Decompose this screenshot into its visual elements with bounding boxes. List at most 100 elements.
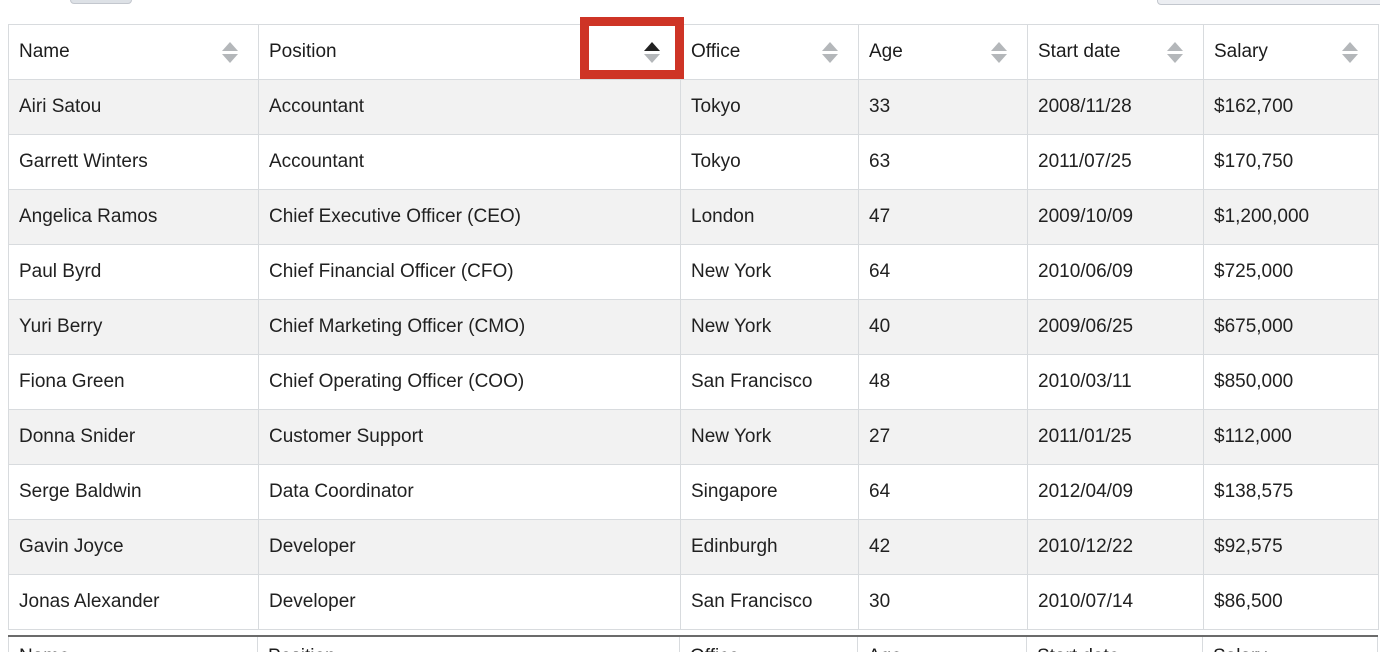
cell-start-date: 2009/06/25 [1027,299,1204,355]
column-header-age[interactable]: Age [858,24,1028,80]
cell-name: Paul Byrd [8,244,259,300]
cell-start-date: 2011/01/25 [1027,409,1204,465]
cell-position: Chief Operating Officer (COO) [258,354,681,410]
cell-name: Garrett Winters [8,134,259,190]
cell-office: Singapore [680,464,859,520]
table-row: Jonas Alexander Developer San Francisco … [8,574,1379,630]
cell-age: 48 [858,354,1028,410]
header-row: Name Position Office [8,24,1379,80]
column-header-position[interactable]: Position [258,24,681,80]
cell-position: Chief Executive Officer (CEO) [258,189,681,245]
sort-asc-icon [644,41,660,63]
highlight-annotation [580,17,684,79]
table-row: Yuri Berry Chief Marketing Officer (CMO)… [8,299,1379,355]
cell-salary: $92,575 [1203,519,1379,575]
cell-salary: $170,750 [1203,134,1379,190]
cell-salary: $850,000 [1203,354,1379,410]
table-row: Donna Snider Customer Support New York 2… [8,409,1379,465]
cell-office: San Francisco [680,574,859,630]
table-row: Serge Baldwin Data Coordinator Singapore… [8,464,1379,520]
cell-start-date: 2010/06/09 [1027,244,1204,300]
cell-position: Developer [258,574,681,630]
table-row: Garrett Winters Accountant Tokyo 63 2011… [8,134,1379,190]
cell-start-date: 2010/12/22 [1027,519,1204,575]
footer-label-office: Office [680,637,858,652]
table-row: Airi Satou Accountant Tokyo 33 2008/11/2… [8,79,1379,135]
cell-salary: $162,700 [1203,79,1379,135]
table-footer: Name Position Office Age Start date Sala… [8,635,1378,652]
cell-salary: $675,000 [1203,299,1379,355]
footer-label-age: Age [858,637,1027,652]
cell-position: Customer Support [258,409,681,465]
cell-age: 64 [858,464,1028,520]
sort-both-icon [222,41,238,63]
cell-salary: $1,200,000 [1203,189,1379,245]
table-row: Fiona Green Chief Operating Officer (COO… [8,354,1379,410]
cell-age: 40 [858,299,1028,355]
cell-start-date: 2008/11/28 [1027,79,1204,135]
cell-salary: $86,500 [1203,574,1379,630]
column-header-start-date[interactable]: Start date [1027,24,1204,80]
cell-start-date: 2010/03/11 [1027,354,1204,410]
cell-position: Accountant [258,79,681,135]
column-label: Salary [1214,41,1268,62]
cell-age: 64 [858,244,1028,300]
cell-age: 63 [858,134,1028,190]
cell-name: Jonas Alexander [8,574,259,630]
cell-position: Chief Financial Officer (CFO) [258,244,681,300]
footer-label-name: Name [8,637,258,652]
column-label: Start date [1038,41,1121,62]
table-body: Airi Satou Accountant Tokyo 33 2008/11/2… [8,79,1379,630]
cell-office: New York [680,244,859,300]
column-label: Position [269,41,337,62]
column-label: Office [691,41,741,62]
cell-office: London [680,189,859,245]
cell-office: New York [680,299,859,355]
cell-start-date: 2012/04/09 [1027,464,1204,520]
column-header-name[interactable]: Name [8,24,259,80]
sort-both-icon [1167,41,1183,63]
footer-label-position: Position [258,637,680,652]
cell-salary: $112,000 [1203,409,1379,465]
column-header-salary[interactable]: Salary [1203,24,1379,80]
cell-start-date: 2011/07/25 [1027,134,1204,190]
cell-name: Donna Snider [8,409,259,465]
cell-office: Edinburgh [680,519,859,575]
table-row: Paul Byrd Chief Financial Officer (CFO) … [8,244,1379,300]
column-label: Name [19,41,70,62]
cell-age: 33 [858,79,1028,135]
cell-position: Data Coordinator [258,464,681,520]
cell-position: Chief Marketing Officer (CMO) [258,299,681,355]
cell-salary: $725,000 [1203,244,1379,300]
cell-name: Angelica Ramos [8,189,259,245]
sort-both-icon [1342,41,1358,63]
sort-both-icon [991,41,1007,63]
footer-label-start-date: Start date [1027,637,1203,652]
cell-name: Gavin Joyce [8,519,259,575]
cell-age: 47 [858,189,1028,245]
cell-position: Developer [258,519,681,575]
column-label: Age [869,41,903,62]
cell-start-date: 2010/07/14 [1027,574,1204,630]
cell-name: Airi Satou [8,79,259,135]
cell-salary: $138,575 [1203,464,1379,520]
cell-start-date: 2009/10/09 [1027,189,1204,245]
cell-name: Serge Baldwin [8,464,259,520]
search-input[interactable] [1157,0,1380,5]
page-length-select[interactable] [70,0,132,4]
cell-name: Yuri Berry [8,299,259,355]
cell-office: Tokyo [680,134,859,190]
sort-both-icon [822,41,838,63]
cell-name: Fiona Green [8,354,259,410]
table-row: Gavin Joyce Developer Edinburgh 42 2010/… [8,519,1379,575]
cell-age: 30 [858,574,1028,630]
cell-office: New York [680,409,859,465]
cell-position: Accountant [258,134,681,190]
cell-age: 42 [858,519,1028,575]
column-header-office[interactable]: Office [680,24,859,80]
data-table: Name Position Office [8,24,1379,630]
footer-label-salary: Salary [1203,637,1378,652]
cell-office: Tokyo [680,79,859,135]
cell-office: San Francisco [680,354,859,410]
